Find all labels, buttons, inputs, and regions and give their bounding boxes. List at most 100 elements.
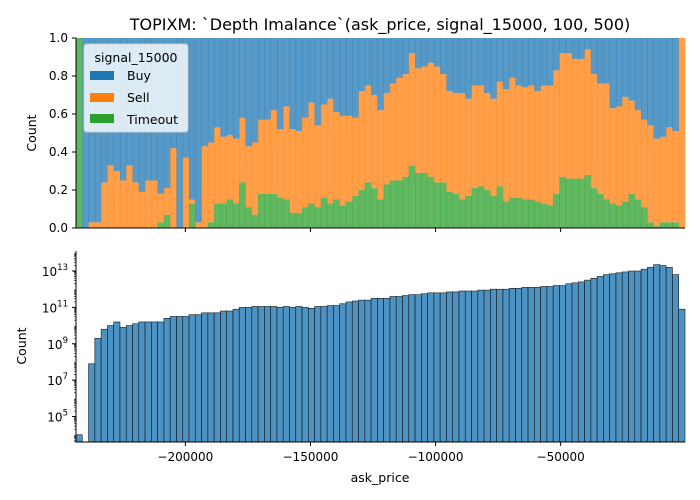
top-bar-buy bbox=[490, 38, 498, 99]
top-bar-buy bbox=[433, 38, 441, 67]
tick-base: 10 bbox=[47, 374, 62, 388]
top-bar-sell bbox=[352, 117, 359, 196]
top-bar-buy bbox=[308, 38, 315, 103]
top-bar-timeout bbox=[666, 222, 673, 228]
top-bar-timeout bbox=[157, 222, 165, 228]
bottom-bar bbox=[213, 312, 221, 443]
top-bar-sell bbox=[220, 136, 228, 204]
top-bar-sell bbox=[195, 222, 202, 228]
bottom-bar bbox=[653, 264, 661, 443]
top-bar-sell bbox=[408, 53, 416, 166]
top-bar-timeout bbox=[220, 203, 228, 228]
top-bar-buy bbox=[421, 38, 428, 67]
top-bar-buy bbox=[477, 38, 485, 86]
top-bar-buy bbox=[283, 38, 290, 107]
top-bar-sell bbox=[333, 112, 341, 200]
top-bar-sell bbox=[440, 74, 447, 183]
top-bar-sell bbox=[132, 182, 140, 228]
top-bar-buy bbox=[603, 38, 611, 84]
bottom-y-tick-label: 109 bbox=[47, 336, 68, 352]
top-bar-timeout bbox=[565, 178, 573, 228]
top-bar-timeout bbox=[377, 199, 385, 228]
top-y-tick-label: 0.4 bbox=[49, 145, 68, 159]
top-bar-timeout bbox=[659, 222, 667, 228]
bottom-bar bbox=[565, 283, 573, 443]
top-bar-buy bbox=[484, 38, 491, 94]
bottom-bar bbox=[603, 274, 610, 443]
top-bar-timeout bbox=[333, 199, 341, 228]
top-bar-timeout bbox=[484, 190, 491, 228]
top-bar-buy bbox=[408, 38, 416, 54]
top-bar-buy bbox=[364, 38, 372, 86]
top-bar-timeout bbox=[590, 188, 598, 228]
bottom-bar bbox=[320, 306, 328, 443]
top-bar-timeout bbox=[352, 195, 359, 228]
top-bar-timeout bbox=[509, 197, 516, 228]
top-bar-sell bbox=[615, 106, 623, 206]
bottom-bar bbox=[194, 314, 202, 443]
top-bar-buy bbox=[220, 38, 228, 137]
bottom-bar bbox=[282, 306, 290, 443]
top-bar-timeout bbox=[534, 201, 541, 228]
top-bar-buy bbox=[628, 38, 636, 101]
top-bar-timeout bbox=[465, 195, 472, 228]
top-bar-sell bbox=[226, 134, 234, 200]
bottom-bar bbox=[577, 281, 585, 443]
top-bar-buy bbox=[314, 38, 322, 126]
bottom-bar bbox=[307, 307, 315, 443]
top-bar-sell bbox=[521, 87, 529, 200]
bottom-bar bbox=[75, 434, 83, 443]
top-bar-timeout bbox=[477, 186, 485, 228]
top-bar-buy bbox=[339, 38, 347, 116]
bottom-bar bbox=[496, 288, 504, 443]
top-bar-sell bbox=[157, 193, 165, 223]
top-bar-timeout bbox=[239, 182, 246, 228]
legend-label-timeout: Timeout bbox=[126, 112, 178, 127]
top-bar-timeout bbox=[302, 207, 309, 228]
top-bar-buy bbox=[239, 38, 246, 118]
top-bar-buy bbox=[452, 38, 460, 94]
top-bar-sell bbox=[653, 138, 661, 227]
top-bar-sell bbox=[609, 108, 617, 204]
bottom-bar bbox=[628, 270, 636, 443]
top-bar-sell bbox=[484, 93, 491, 190]
bottom-bar bbox=[326, 305, 334, 443]
bottom-bar bbox=[370, 297, 378, 443]
top-bar-buy bbox=[534, 38, 541, 92]
top-bar-sell bbox=[415, 68, 422, 173]
top-bar-timeout bbox=[339, 205, 347, 228]
top-bar-buy bbox=[377, 38, 385, 111]
bottom-bar bbox=[245, 307, 253, 443]
top-bar-sell bbox=[597, 83, 604, 194]
bottom-bar bbox=[138, 321, 146, 443]
bottom-bar bbox=[634, 270, 642, 443]
legend-label-buy: Buy bbox=[127, 68, 151, 83]
bottom-bar bbox=[395, 296, 403, 443]
top-bar-timeout bbox=[427, 176, 435, 228]
bottom-bar bbox=[490, 288, 497, 443]
top-bar-buy bbox=[371, 38, 378, 95]
top-bar-timeout bbox=[163, 214, 171, 228]
top-bar-buy bbox=[302, 38, 309, 118]
bottom-bar bbox=[389, 296, 397, 443]
top-bar-sell bbox=[433, 66, 441, 183]
top-bar-buy bbox=[232, 38, 240, 139]
top-bar-sell bbox=[251, 142, 259, 215]
top-bar-sell bbox=[276, 129, 284, 198]
top-bar-buy bbox=[509, 38, 516, 78]
bottom-bar bbox=[364, 299, 372, 443]
x-tick-label: −50000 bbox=[537, 450, 585, 464]
top-bar-sell bbox=[634, 110, 642, 200]
top-bar-sell bbox=[452, 93, 460, 194]
top-bar-sell bbox=[283, 106, 290, 200]
top-bar-sell bbox=[371, 95, 378, 189]
top-bar-timeout bbox=[232, 203, 240, 228]
top-bar-buy bbox=[201, 38, 209, 147]
top-bar-sell bbox=[515, 85, 523, 198]
bottom-bar bbox=[301, 307, 309, 443]
top-bar-buy bbox=[176, 38, 184, 228]
top-bar-sell bbox=[207, 142, 215, 223]
top-bar-timeout bbox=[628, 193, 636, 228]
bottom-bar bbox=[464, 290, 472, 443]
bottom-bar bbox=[483, 289, 491, 443]
